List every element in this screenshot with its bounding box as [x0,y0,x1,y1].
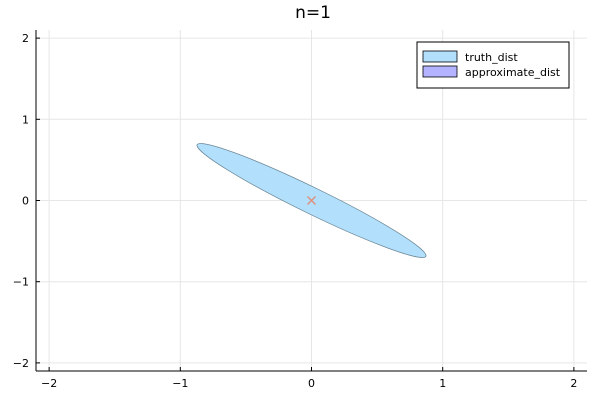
data-point-marker [307,196,316,205]
legend-swatch-truth_dist [422,50,458,63]
legend: truth_dist approximate_dist [416,41,570,89]
marker-layer [307,196,316,205]
chart-title: n=1 [295,3,331,23]
x-tick-label: −1 [172,377,188,390]
legend-box [416,41,570,89]
axes: −2 −1 0 1 2 −2 −1 0 1 2 [13,30,587,390]
legend-label-truth_dist: truth_dist [465,51,518,64]
marker-stroke [307,196,316,205]
grid [36,30,587,371]
x-tick-label: 0 [308,377,315,390]
legend-label-approximate_dist: approximate_dist [465,66,561,79]
y-tick-label: 1 [22,113,29,126]
x-tick-label: 2 [570,377,577,390]
x-tick-label: −2 [41,377,57,390]
legend-swatch-approximate_dist [422,65,458,78]
y-tick-label: −1 [13,276,29,289]
y-tick-label: 0 [22,195,29,208]
y-tick-label: −2 [13,357,29,370]
y-tick-label: 2 [22,32,29,45]
x-tick-label: 1 [439,377,446,390]
